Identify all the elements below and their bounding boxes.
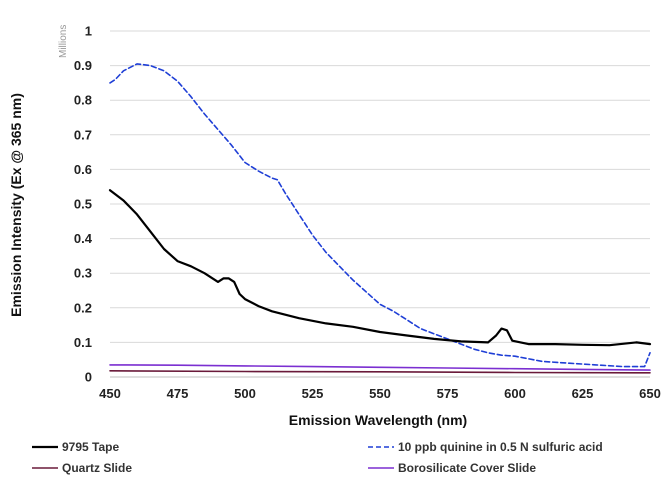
x-tick-label: 450: [99, 386, 121, 401]
series-line-1: [109, 63, 651, 368]
y-tick-labels: 0 0.1 0.2 0.3 0.4 0.5 0.6 0.7 0.8 0.9 1: [74, 24, 93, 385]
series-line-0: [108, 189, 652, 347]
x-tick-label: 500: [234, 386, 256, 401]
legend-label-2: Quartz Slide: [62, 461, 132, 475]
legend: 9795 Tape 10 ppb quinine in 0.5 N sulfuri…: [32, 440, 603, 475]
y-tick-label: 0.1: [74, 335, 92, 350]
x-tick-label: 575: [437, 386, 459, 401]
x-tick-label: 650: [639, 386, 661, 401]
y-tick-label: 0.4: [74, 231, 93, 246]
y-tick-label: 0.7: [74, 127, 92, 142]
series-line-2: [109, 370, 651, 374]
y-axis-units-note: Millions: [58, 25, 69, 58]
x-tick-label: 625: [572, 386, 594, 401]
gridlines: [110, 30, 650, 343]
y-axis-title: Emission Intensity (Ex @ 365 nm): [8, 93, 24, 317]
y-tick-label: 0.9: [74, 58, 92, 73]
y-tick-label: 0.5: [74, 197, 92, 212]
series-line-3: [109, 364, 651, 371]
legend-label-0: 9795 Tape: [62, 440, 119, 454]
x-tick-label: 475: [167, 386, 189, 401]
series-lines: [108, 63, 652, 374]
y-tick-label: 0.8: [74, 93, 92, 108]
y-tick-label: 0.2: [74, 300, 92, 315]
legend-label-3: Borosilicate Cover Slide: [398, 461, 536, 475]
x-axis-title: Emission Wavelength (nm): [289, 412, 467, 428]
y-tick-label: 1: [85, 24, 92, 39]
y-tick-label: 0.6: [74, 162, 92, 177]
legend-label-1: 10 ppb quinine in 0.5 N sulfuric acid: [398, 440, 603, 454]
y-tick-label: 0: [85, 370, 92, 385]
x-tick-label: 525: [302, 386, 324, 401]
x-tick-labels: 450 475 500 525 550 575 600 625 650: [99, 386, 661, 401]
x-tick-label: 550: [369, 386, 391, 401]
x-tick-label: 600: [504, 386, 526, 401]
y-tick-label: 0.3: [74, 266, 92, 281]
